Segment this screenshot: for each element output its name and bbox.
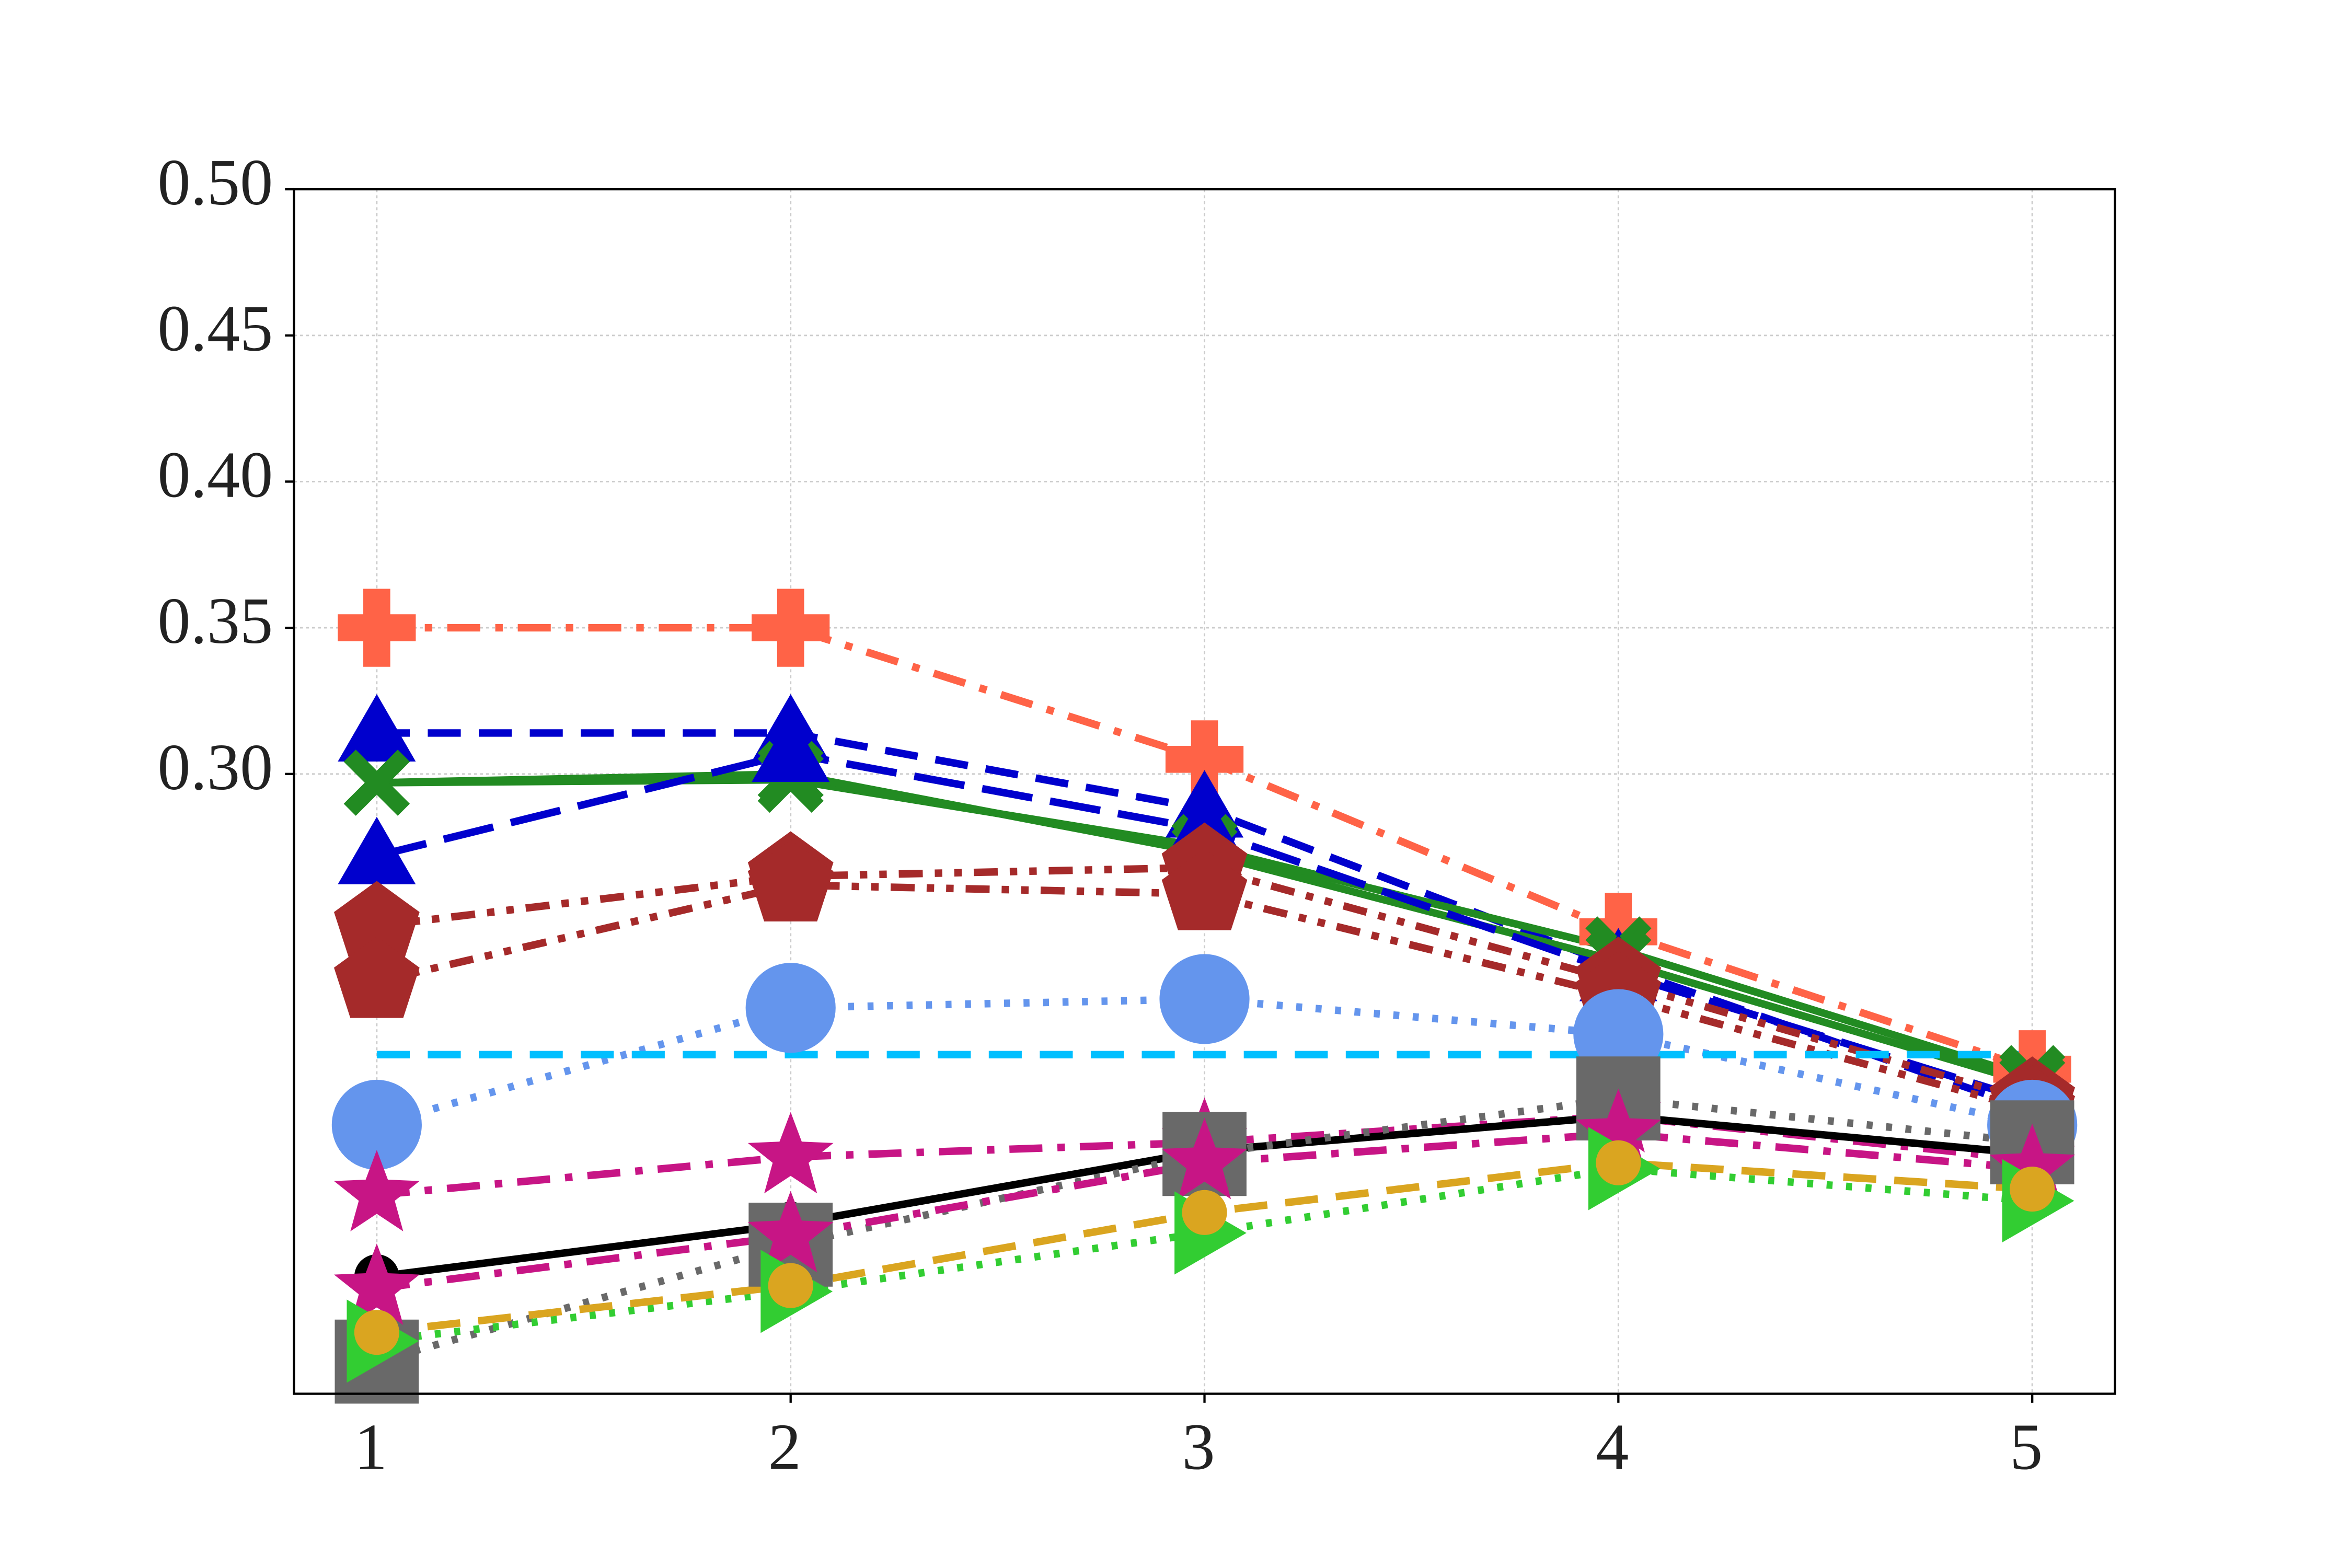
data-point	[752, 714, 830, 782]
plot-frame	[293, 188, 2116, 1395]
x-tick-label: 3	[1182, 1410, 1215, 1483]
data-point	[1165, 720, 1244, 799]
y-tick-label: 0.45	[157, 292, 273, 365]
data-point	[1182, 1190, 1227, 1235]
data-point	[354, 1310, 399, 1355]
y-tick-label: 0.30	[157, 731, 273, 804]
y-tick-label: 0.50	[157, 146, 273, 219]
data-point	[338, 589, 416, 667]
data-point	[747, 840, 834, 921]
x-tick-label: 4	[1596, 1410, 1629, 1483]
data-point	[343, 750, 410, 816]
data-point	[338, 816, 416, 884]
data-point	[1159, 954, 1250, 1044]
x-tick-label: 2	[768, 1410, 801, 1483]
data-point	[338, 694, 416, 762]
data-point	[1596, 1140, 1641, 1185]
data-point	[333, 1150, 420, 1231]
data-point	[333, 1243, 420, 1325]
data-point	[331, 1079, 422, 1170]
data-point	[333, 881, 420, 963]
y-tick-label: 0.40	[157, 438, 273, 511]
series-line	[376, 1165, 2033, 1345]
data-point	[333, 936, 420, 1018]
data-point	[745, 963, 836, 1053]
data-point	[1161, 849, 1248, 930]
data-point	[1161, 1117, 1248, 1200]
data-point	[1989, 1123, 2076, 1205]
data-point	[1575, 1088, 1662, 1170]
data-point	[752, 589, 830, 667]
data-point	[768, 1263, 813, 1308]
data-point	[2010, 1167, 2055, 1212]
plot-area	[331, 589, 2078, 1404]
x-tick-label: 1	[354, 1410, 387, 1483]
x-tick-label: 5	[2010, 1410, 2043, 1483]
y-tick-label: 0.35	[157, 584, 273, 658]
data-point	[747, 1191, 834, 1273]
series-line	[376, 1129, 2033, 1293]
data-point	[747, 1112, 834, 1194]
